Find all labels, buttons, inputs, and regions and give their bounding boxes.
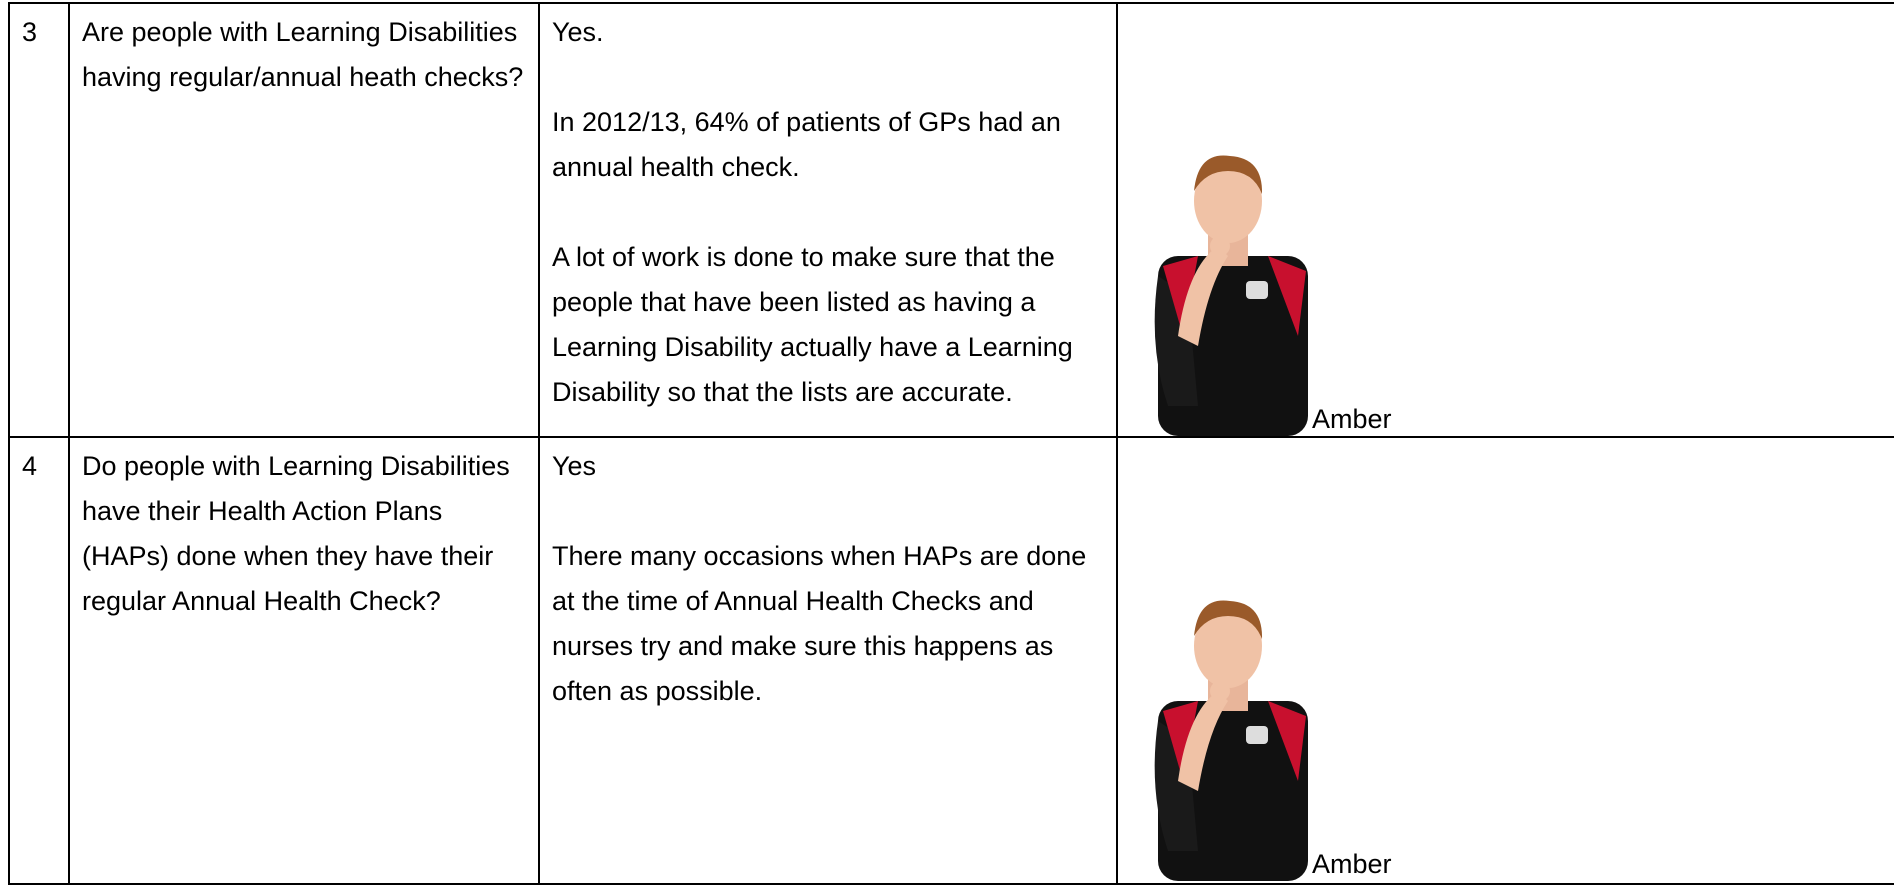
row-number: 4 — [9, 437, 69, 884]
answer-paragraph: A lot of work is done to make sure that … — [552, 235, 1104, 415]
rating-wrap: Amber — [1128, 6, 1894, 436]
rating: Amber — [1312, 402, 1392, 436]
person-image — [1128, 591, 1312, 881]
rating-cell: Amber — [1117, 3, 1894, 437]
question: Are people with Learning Disabilities ha… — [69, 3, 539, 437]
answer: Yes There many occasions when HAPs are do… — [539, 437, 1117, 884]
row-number: 3 — [9, 3, 69, 437]
rating: Amber — [1312, 847, 1392, 881]
person-image — [1128, 146, 1312, 436]
rating-cell: Amber — [1117, 437, 1894, 884]
answer-paragraph: Yes — [552, 444, 1104, 489]
answer: Yes. In 2012/13, 64% of patients of GPs h… — [539, 3, 1117, 437]
answer-paragraph: In 2012/13, 64% of patients of GPs had a… — [552, 100, 1104, 190]
answer-paragraph: There many occasions when HAPs are done … — [552, 534, 1104, 714]
answer-paragraph: Yes. — [552, 10, 1104, 55]
question: Do people with Learning Disabilities hav… — [69, 437, 539, 884]
rating-wrap: Amber — [1128, 438, 1894, 881]
page: 3Are people with Learning Disabilities h… — [0, 0, 1894, 883]
